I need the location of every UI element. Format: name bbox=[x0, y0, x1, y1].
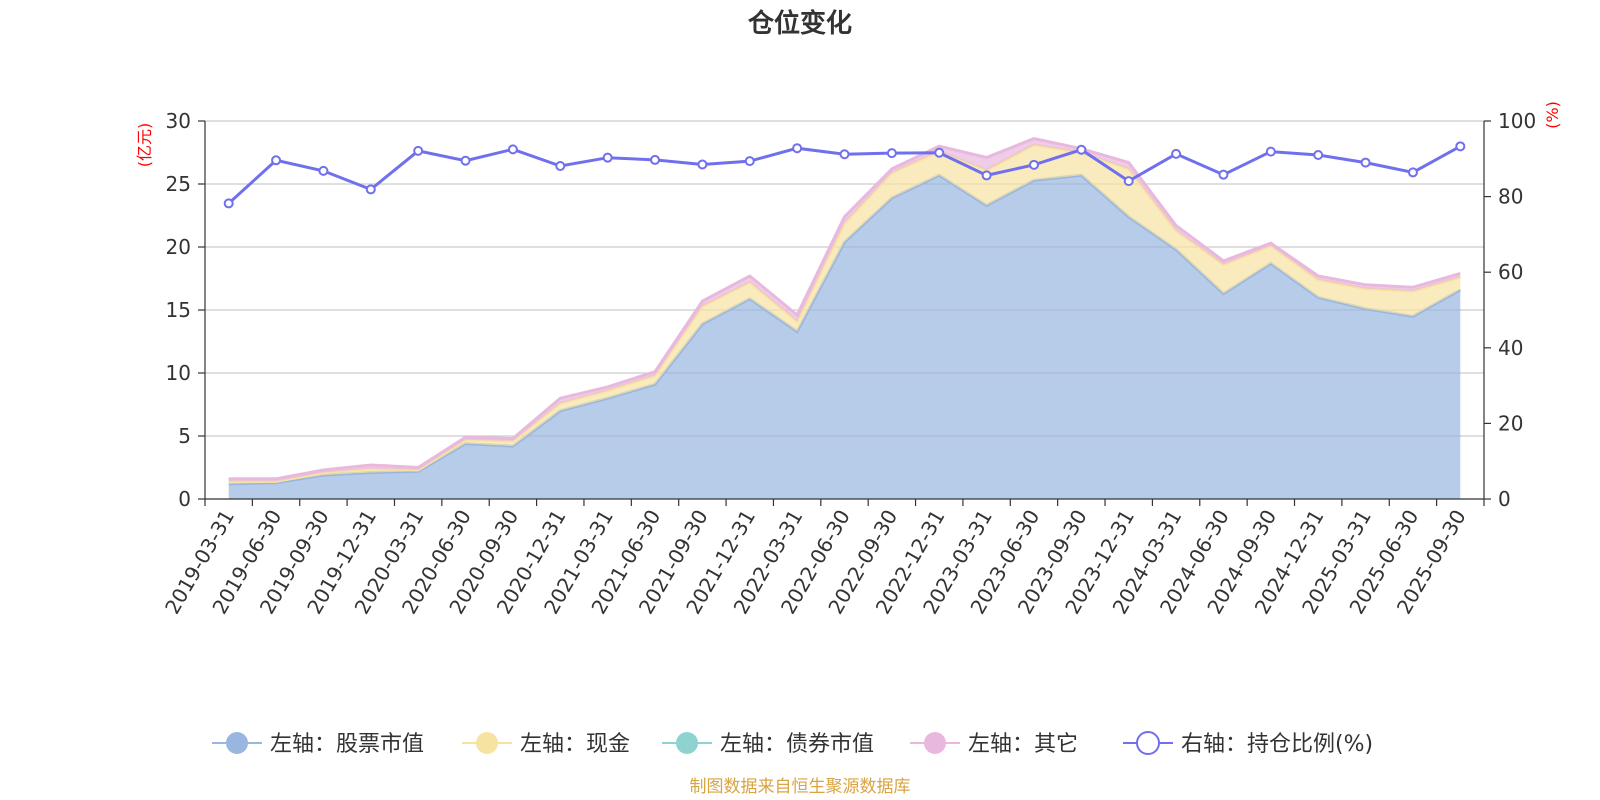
legend-swatch-marker bbox=[924, 732, 946, 754]
left-axis-unit: (亿元) bbox=[135, 123, 154, 168]
ratio-point bbox=[555, 160, 566, 171]
left-axis-tick-label: 5 bbox=[178, 424, 191, 448]
ratio-point bbox=[460, 155, 471, 166]
ratio-point bbox=[1360, 157, 1371, 168]
right-axis-tick-label: 100 bbox=[1498, 109, 1536, 133]
legend-swatch-marker bbox=[676, 732, 698, 754]
left-axis-tick-label: 30 bbox=[166, 109, 191, 133]
ratio-point bbox=[318, 165, 329, 176]
chart-title: 仓位变化 bbox=[747, 8, 852, 39]
legend-label: 左轴：现金 bbox=[520, 732, 630, 757]
ratio-point bbox=[839, 149, 850, 160]
left-axis-tick-label: 0 bbox=[178, 487, 191, 511]
legend: 左轴：股票市值 左轴：现金 左轴：债券市值 左轴：其它 右轴：持仓比例(%) bbox=[212, 731, 1373, 757]
legend-item[interactable]: 左轴：债券市值 bbox=[662, 732, 874, 757]
ratio-point bbox=[1028, 159, 1039, 170]
legend-label: 左轴：其它 bbox=[968, 732, 1078, 757]
legend-item[interactable]: 左轴：现金 bbox=[462, 732, 630, 757]
legend-swatch-marker bbox=[226, 732, 248, 754]
ratio-point bbox=[413, 145, 424, 156]
legend-item[interactable]: 左轴：股票市值 bbox=[212, 732, 424, 757]
right-axis-tick-label: 60 bbox=[1498, 260, 1523, 284]
right-axis-unit: (%) bbox=[1543, 101, 1562, 129]
ratio-point bbox=[1313, 150, 1324, 161]
ratio-point bbox=[1265, 146, 1276, 157]
ratio-point bbox=[1076, 144, 1087, 155]
ratio-point bbox=[1218, 169, 1229, 180]
ratio-point bbox=[650, 154, 661, 165]
ratio-point bbox=[223, 198, 234, 209]
legend-label: 左轴：债券市值 bbox=[720, 732, 874, 757]
legend-item[interactable]: 左轴：其它 bbox=[910, 732, 1078, 757]
legend-label: 左轴：股票市值 bbox=[270, 732, 424, 757]
series-area-edge bbox=[228, 137, 1461, 481]
ratio-point bbox=[1171, 148, 1182, 159]
ratio-point bbox=[602, 152, 613, 163]
ratio-point bbox=[744, 156, 755, 167]
right-axis-tick-label: 20 bbox=[1498, 411, 1523, 435]
series-area bbox=[228, 175, 1461, 499]
ratio-point bbox=[697, 159, 708, 170]
series-area bbox=[228, 144, 1461, 484]
legend-label: 右轴：持仓比例(%) bbox=[1181, 732, 1373, 757]
right-axis-tick-label: 0 bbox=[1498, 487, 1511, 511]
ratio-point bbox=[981, 170, 992, 181]
legend-swatch-marker bbox=[476, 732, 498, 754]
left-axis-tick-label: 25 bbox=[166, 172, 191, 196]
ratio-point bbox=[792, 143, 803, 154]
right-axis-tick-label: 40 bbox=[1498, 336, 1523, 360]
right-axis-tick-label: 80 bbox=[1498, 185, 1523, 209]
left-axis-tick-label: 20 bbox=[166, 235, 191, 259]
ratio-point bbox=[507, 144, 518, 155]
legend-item[interactable]: 右轴：持仓比例(%) bbox=[1123, 731, 1373, 757]
ratio-point bbox=[1407, 167, 1418, 178]
data-source-note: 制图数据来自恒生聚源数据库 bbox=[690, 777, 911, 797]
left-axis-tick-label: 15 bbox=[166, 298, 191, 322]
area-layer bbox=[228, 137, 1462, 499]
ratio-point bbox=[271, 155, 282, 166]
ratio-point bbox=[365, 184, 376, 195]
ratio-line-layer bbox=[223, 141, 1466, 209]
ratio-point bbox=[1455, 141, 1466, 152]
ratio-point bbox=[886, 148, 897, 159]
ratio-point bbox=[1123, 176, 1134, 187]
legend-swatch-marker bbox=[1136, 731, 1160, 755]
ratio-point bbox=[934, 147, 945, 158]
left-axis-tick-label: 10 bbox=[166, 361, 191, 385]
